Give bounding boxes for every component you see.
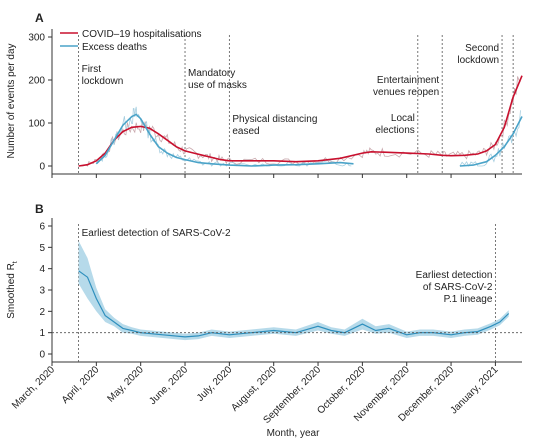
excess-late-raw-line [459, 110, 521, 167]
panel-b-ylabel: Smoothed Rt [6, 261, 19, 319]
x-tick-label-4: July, 2020 [195, 364, 235, 404]
panel-a-event-label-0-line-0: First [82, 64, 102, 75]
excess-smooth-line [95, 113, 354, 167]
panel-a-event-label-3-line-1: venues reopen [373, 87, 439, 98]
x-tick-label-10: January, 2021 [448, 364, 500, 416]
x-tick-label-3: June, 2020 [147, 364, 190, 407]
panel-a-event-label-4-line-1: elections [375, 125, 414, 136]
x-axis-title: Month, year [267, 428, 320, 439]
x-tick-label-5: August, 2020 [229, 364, 279, 414]
panel-b-event-label-1-line-0: Earliest detection [416, 270, 493, 281]
panel-a-event-label-3-line-0: Entertainment [377, 75, 439, 86]
panel-b-ytick-label-1: 1 [39, 328, 45, 339]
panel-a-ytick-label-3: 300 [28, 33, 45, 44]
x-tick-label-2: May, 2020 [106, 364, 147, 405]
panel-a-event-label-4-line-0: Local [391, 113, 415, 124]
panel-b-ytick-label-3: 3 [39, 286, 45, 297]
x-tick-label-1: April, 2020 [60, 364, 102, 406]
panel-a-event-label-0: First lockdown [82, 64, 124, 87]
panel-b-event-label-1-line-1: of SARS-CoV-2 [423, 282, 493, 293]
excess-late-smooth-line [459, 116, 523, 167]
panel-a-event-label-5-line-0: Second [465, 43, 499, 54]
panel-b-event-label-1-line-2: P.1 lineage [444, 294, 493, 305]
panel-b-ytick-label-0: 0 [39, 350, 45, 361]
x-tick-label-0: March, 2020 [10, 364, 57, 411]
legend-label-0: COVID–19 hospitalisations [82, 29, 202, 40]
panel-a-event-label-5-line-1: lockdown [457, 55, 499, 66]
panel-b-ytick-label-6: 6 [39, 222, 45, 233]
panel-a-event-label-2-line-1: eased [232, 126, 259, 137]
panel-a-ytick-label-2: 200 [28, 76, 45, 87]
panel-b-event-label-0: Earliest detection of SARS-CoV-2 [82, 228, 231, 239]
panel-a-ytick-label-0: 0 [39, 162, 45, 173]
panel-b-ytick-label-2: 2 [39, 307, 45, 318]
legend-label-1: Excess deaths [82, 42, 147, 53]
panel-b-ylabel-main: Smoothed R [6, 263, 17, 319]
hosp-smooth-line [78, 75, 523, 167]
panel-a-legend: COVID–19 hospitalisations Excess deaths [60, 29, 202, 53]
panel-b-event-label-1: Earliest detection of SARS-CoV-2 P.1 linea… [416, 270, 493, 305]
panel-a-event-label-4: Local elections [375, 113, 414, 136]
rt-confidence-band [78, 240, 509, 341]
panel-a-event-label-1-line-1: use of masks [188, 80, 247, 91]
panel-a-event-label-0-line-1: lockdown [82, 76, 124, 87]
panel-a-event-label-3: Entertainment venues reopen [373, 75, 439, 98]
panel-b-ytick-label-4: 4 [39, 264, 45, 275]
rt-line [78, 270, 510, 338]
panel-a-event-label-1-line-0: Mandatory [188, 68, 235, 79]
panel-a-event-label-2: Physical distancing eased [232, 114, 317, 137]
panel-b-ytick-label-5: 5 [39, 243, 45, 254]
panel-a-label: A [35, 11, 44, 25]
panel-b-event-label-0-line-0: Earliest detection of SARS-CoV-2 [82, 228, 231, 239]
panel-a-event-label-2-line-0: Physical distancing [232, 114, 317, 125]
panel-b-ylabel-sub: t [12, 261, 19, 263]
panel-a-ytick-label-1: 100 [28, 119, 45, 130]
panel-a-event-label-1: Mandatory use of masks [188, 68, 247, 91]
panel-b-label: B [35, 202, 44, 216]
panel-a-ylabel: Number of events per day [6, 43, 17, 158]
panel-a-event-label-5: Second lockdown [457, 43, 499, 66]
